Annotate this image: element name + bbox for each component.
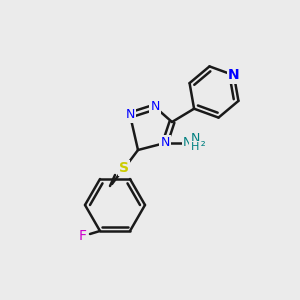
Text: N: N <box>228 68 240 82</box>
Text: H: H <box>191 142 199 152</box>
Text: N: N <box>125 109 135 122</box>
Text: F: F <box>79 229 87 243</box>
Text: S: S <box>119 161 129 175</box>
Text: NH₂: NH₂ <box>183 136 207 149</box>
Text: N: N <box>150 100 160 113</box>
Text: N: N <box>160 136 170 149</box>
Text: N: N <box>190 133 200 146</box>
